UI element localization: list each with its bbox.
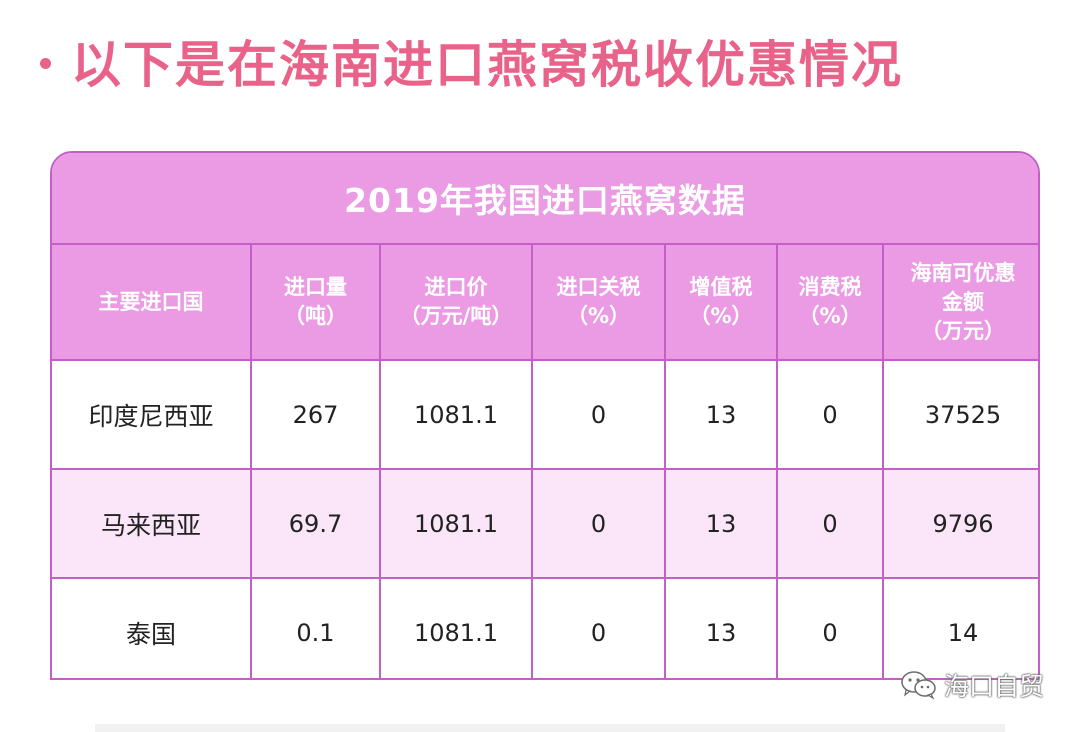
cell-price: 1081.1 (379, 359, 533, 470)
cell-tariff: 0 (531, 359, 666, 470)
header-cell-price: 进口价 （万元/吨） (379, 245, 533, 361)
header-row: 主要进口国 进口量 （吨） 进口价 （万元/吨） 进口关税 （%） 增值税 （%… (52, 245, 1038, 361)
cell-country: 泰国 (52, 577, 252, 678)
header-cell-vat: 增值税 （%） (664, 245, 778, 361)
cell-price: 1081.1 (379, 468, 533, 579)
cell-consumption-tax: 0 (776, 468, 884, 579)
cell-volume: 0.1 (250, 577, 381, 678)
cell-vat: 13 (664, 468, 778, 579)
table-row: 印度尼西亚 267 1081.1 0 13 0 37525 (52, 359, 1038, 470)
header-cell-country: 主要进口国 (52, 245, 252, 361)
data-table-card: 2019年我国进口燕窝数据 主要进口国 进口量 （吨） 进口价 (50, 151, 1040, 680)
wechat-icon (901, 671, 936, 700)
cell-consumption-tax: 0 (776, 577, 884, 678)
cell-country: 马来西亚 (52, 468, 252, 579)
import-data-table: 主要进口国 进口量 （吨） 进口价 （万元/吨） 进口关税 （%） 增值税 （%… (52, 245, 1038, 678)
cell-volume: 69.7 (250, 468, 381, 579)
cell-volume: 267 (250, 359, 381, 470)
cell-hainan-discount: 37525 (882, 359, 1038, 470)
cell-hainan-discount: 9796 (882, 468, 1038, 579)
cell-tariff: 0 (531, 577, 666, 678)
table-row: 泰国 0.1 1081.1 0 13 0 14 (52, 577, 1038, 678)
bottom-divider (95, 724, 1005, 732)
header-cell-tariff: 进口关税 （%） (531, 245, 666, 361)
cell-vat: 13 (664, 359, 778, 470)
watermark-text: 海口自贸 (943, 672, 1044, 701)
watermark: 海口自贸 (900, 667, 1044, 703)
header-cell-hainan-discount: 海南可优惠 金额 （万元） (882, 245, 1038, 361)
heading-text: 以下是在海南进口燕窝税收优惠情况 (71, 36, 903, 94)
cell-country: 印度尼西亚 (52, 359, 252, 470)
cell-price: 1081.1 (379, 577, 533, 678)
cell-consumption-tax: 0 (776, 359, 884, 470)
table-title: 2019年我国进口燕窝数据 (52, 153, 1038, 245)
bullet-dot (40, 57, 51, 69)
header-cell-consumption-tax: 消费税 （%） (776, 245, 884, 361)
cell-vat: 13 (664, 577, 778, 678)
cell-hainan-discount: 14 (882, 577, 1038, 678)
table-row: 马来西亚 69.7 1081.1 0 13 0 9796 (52, 468, 1038, 579)
header-cell-volume: 进口量 （吨） (250, 245, 381, 361)
page-heading: 以下是在海南进口燕窝税收优惠情况 (40, 26, 903, 96)
cell-tariff: 0 (531, 468, 666, 579)
